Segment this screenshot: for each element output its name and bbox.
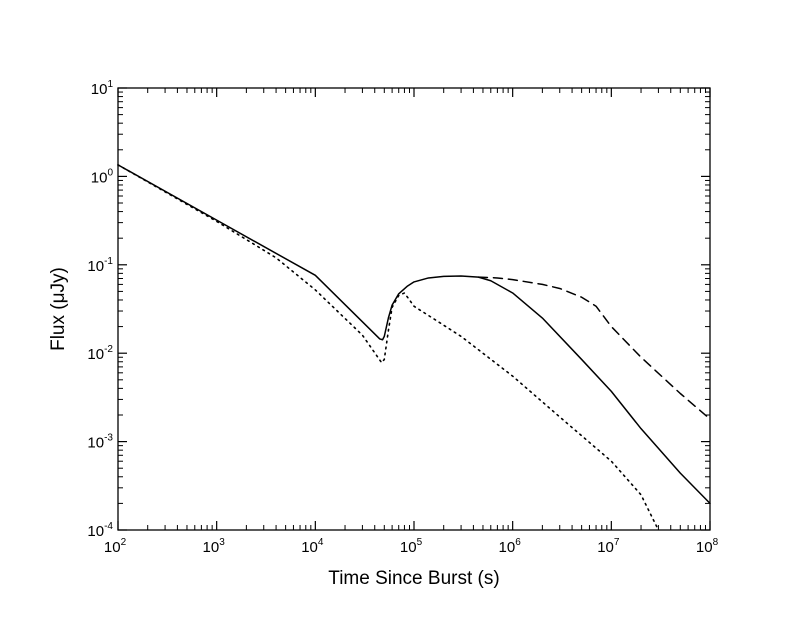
y-tick-label: 10-2 — [87, 344, 113, 363]
x-tick-label-exponent: 6 — [515, 537, 521, 548]
x-tick-label-base: 10 — [104, 539, 121, 556]
x-tick-label-base: 10 — [696, 539, 713, 556]
y-tick-label-exponent: -2 — [104, 344, 113, 355]
x-tick-label: 108 — [696, 537, 719, 556]
x-tick-label-exponent: 8 — [713, 537, 719, 548]
x-tick-label-exponent: 5 — [417, 537, 423, 548]
x-tick-label: 105 — [400, 537, 423, 556]
x-axis-title: Time Since Burst (s) — [328, 568, 499, 589]
y-tick-label-base: 10 — [87, 258, 104, 275]
x-tick-label-exponent: 2 — [121, 537, 127, 548]
y-tick-label-base: 10 — [87, 435, 104, 452]
x-tick-label: 103 — [203, 537, 226, 556]
y-tick-label-base: 10 — [91, 81, 108, 98]
x-tick-labels: 102 103 104 105 106 107 108 — [104, 537, 719, 556]
series-line-solid — [117, 164, 711, 505]
y-tick-label-base: 10 — [87, 346, 104, 363]
series-layer — [117, 164, 711, 531]
y-tick-label-exponent: 1 — [107, 79, 113, 90]
y-tick-label: 101 — [91, 79, 114, 98]
y-tick-label-exponent: -3 — [104, 433, 113, 444]
major-ticks — [117, 87, 711, 531]
x-tick-label-base: 10 — [203, 539, 220, 556]
minor-ticks — [118, 88, 710, 530]
y-tick-label: 10-4 — [87, 521, 113, 540]
y-tick-label-exponent: -4 — [104, 521, 113, 532]
series-line-dashed — [477, 276, 711, 420]
x-tick-label-base: 10 — [400, 539, 417, 556]
x-tick-label-base: 10 — [301, 539, 318, 556]
y-axis-title: Flux (μJy) — [48, 267, 69, 351]
plot-area-frame — [117, 87, 711, 531]
y-tick-label-base: 10 — [91, 169, 108, 186]
x-tick-label: 106 — [499, 537, 522, 556]
x-tick-label: 104 — [301, 537, 324, 556]
series-line-dotted — [117, 164, 660, 531]
x-tick-label-exponent: 4 — [318, 537, 324, 548]
y-tick-label: 10-1 — [87, 256, 113, 275]
x-tick-label: 107 — [597, 537, 620, 556]
y-tick-label-base: 10 — [87, 523, 104, 540]
y-tick-label: 10-3 — [87, 433, 113, 452]
x-tick-label-base: 10 — [499, 539, 516, 556]
y-tick-label-exponent: -1 — [104, 256, 113, 267]
x-tick-label-exponent: 3 — [219, 537, 225, 548]
y-tick-label: 100 — [91, 167, 114, 186]
x-tick-label: 102 — [104, 537, 127, 556]
x-tick-label-exponent: 7 — [614, 537, 620, 548]
y-tick-label-exponent: 0 — [107, 167, 113, 178]
x-tick-label-base: 10 — [597, 539, 614, 556]
